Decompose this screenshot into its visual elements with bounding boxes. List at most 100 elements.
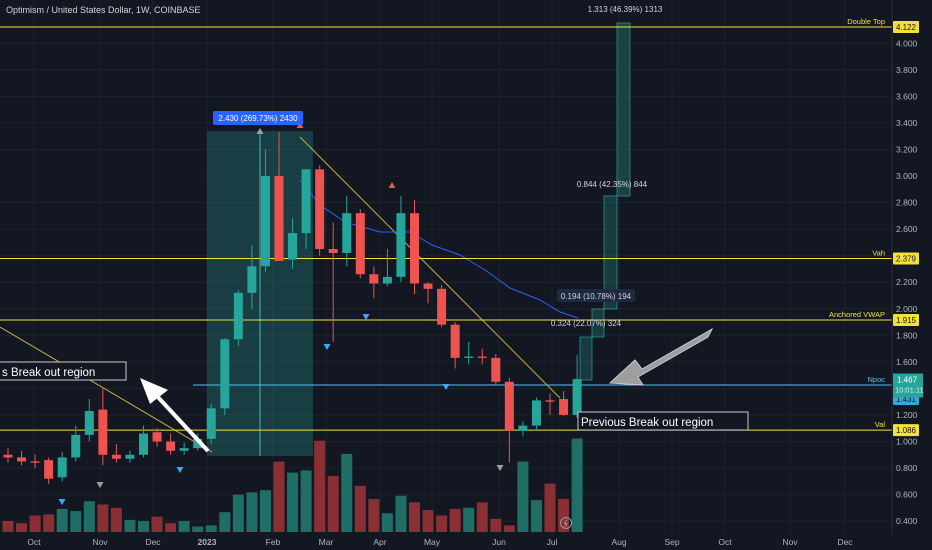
volume-bar <box>327 475 339 532</box>
y-tick-label: 0.600 <box>896 490 918 500</box>
level-price-text: 2.379 <box>896 254 917 263</box>
countdown-text: 10:01:11 <box>895 386 924 395</box>
candle-body <box>206 408 216 439</box>
level-price-text: 1.915 <box>896 316 917 325</box>
y-tick-label: 2.600 <box>896 224 918 234</box>
candle-body <box>44 460 54 479</box>
candle-body <box>477 356 487 358</box>
candle-body <box>369 274 379 284</box>
y-tick-label: 3.200 <box>896 144 918 154</box>
candle-body <box>260 176 270 267</box>
level-price-text: 1.431 <box>896 395 917 404</box>
candle-body <box>382 276 392 284</box>
x-tick-label: 2023 <box>198 537 217 547</box>
volume-bar <box>354 485 366 532</box>
candle-body <box>572 379 582 415</box>
vwap-curve <box>299 179 579 319</box>
volume-bar <box>178 521 190 532</box>
replay-icon[interactable] <box>560 517 572 529</box>
candle-body <box>423 283 433 289</box>
volume-bar <box>83 501 95 532</box>
x-tick-label: Mar <box>319 537 334 547</box>
candle-body <box>315 169 325 250</box>
volume-bar <box>476 502 488 532</box>
measure-label: 2.430 (269.73%) 2430 <box>218 114 298 123</box>
measure-box-step4 <box>616 22 631 197</box>
volume-bar <box>70 511 82 532</box>
volume-bar <box>395 495 407 532</box>
candle-body <box>464 356 474 358</box>
time-axis[interactable]: Oct Nov Dec 2023 Feb Mar Apr May Jun Jul Aug Sep Oct… <box>27 537 853 547</box>
volume-bar <box>449 508 461 532</box>
x-tick-label: Apr <box>373 537 386 547</box>
level-price-tag <box>893 314 919 327</box>
y-tick-label: 4.000 <box>896 38 918 48</box>
volume-bar <box>124 519 136 532</box>
candle-body <box>84 410 94 435</box>
sell-signal-marker <box>496 465 504 471</box>
volume-bar <box>97 504 109 532</box>
candle-body <box>166 441 176 451</box>
measure-label: 0.194 (10.78%) 194 <box>561 292 632 301</box>
candle-body <box>57 457 67 478</box>
candle-body <box>3 454 13 458</box>
volume-bar <box>219 512 231 532</box>
y-tick-label: 1.600 <box>896 357 918 367</box>
sell-signal-marker <box>58 499 66 505</box>
measure-box-step1 <box>579 336 593 381</box>
candle-body <box>30 461 40 463</box>
volume-bar <box>151 516 163 532</box>
current-price-tag <box>893 373 923 398</box>
candle-body <box>71 434 81 458</box>
level-price-text: 1.086 <box>896 426 917 435</box>
y-tick-label: 3.800 <box>896 65 918 75</box>
annotation-text: Previous Break out region <box>581 417 713 429</box>
volume-bar <box>287 472 299 532</box>
candle-body <box>111 454 121 459</box>
x-tick-label: Dec <box>145 537 161 547</box>
annotation-box[interactable] <box>577 411 749 431</box>
candle-body <box>152 432 162 442</box>
x-tick-label: Dec <box>837 537 853 547</box>
candle-body <box>450 324 460 358</box>
annotation-box[interactable] <box>0 361 127 381</box>
x-tick-label: Jul <box>547 537 558 547</box>
volume-bar <box>530 500 542 532</box>
measure-label: 0.324 (22.07%) 324 <box>551 319 622 328</box>
volume-bar <box>192 526 204 532</box>
candle-body <box>518 425 528 431</box>
trend-line-lower <box>0 326 213 453</box>
level-name: Npoc <box>867 375 885 384</box>
volume-bar <box>544 483 556 532</box>
candle-body <box>396 213 406 277</box>
measure-label: 0.844 (42.35%) 844 <box>577 180 648 189</box>
measure-label-box <box>213 111 303 125</box>
volume-bar <box>232 494 244 532</box>
candle-body <box>193 438 203 449</box>
volume-bar <box>43 514 55 532</box>
candle-body <box>139 433 148 455</box>
x-tick-label: Jun <box>492 537 506 547</box>
volume-bar <box>246 492 258 532</box>
level-price-tag <box>893 21 919 34</box>
volume-bar <box>138 521 149 532</box>
volume-bar <box>517 461 529 532</box>
x-tick-label: Aug <box>611 537 626 547</box>
trend-line-upper <box>299 136 561 399</box>
level-name: Anchored VWAP <box>829 310 885 319</box>
buy-signal-marker <box>256 128 264 134</box>
volume-bar <box>300 470 312 532</box>
sell-signal-marker <box>323 344 331 350</box>
candle-body <box>220 339 230 409</box>
candle-body <box>98 409 108 455</box>
y-tick-label: 0.400 <box>896 516 918 526</box>
x-tick-label: Nov <box>92 537 108 547</box>
candle-body <box>559 399 569 415</box>
price-axis[interactable]: 4.000 3.800 3.600 3.400 3.200 3.000 2.800 2.600… <box>891 0 924 535</box>
y-tick-label: 2.000 <box>896 304 918 314</box>
sell-signal-marker <box>176 467 184 473</box>
level-price-text: 4.122 <box>896 23 917 32</box>
candle-body <box>545 400 555 402</box>
level-price-tag <box>893 252 919 265</box>
